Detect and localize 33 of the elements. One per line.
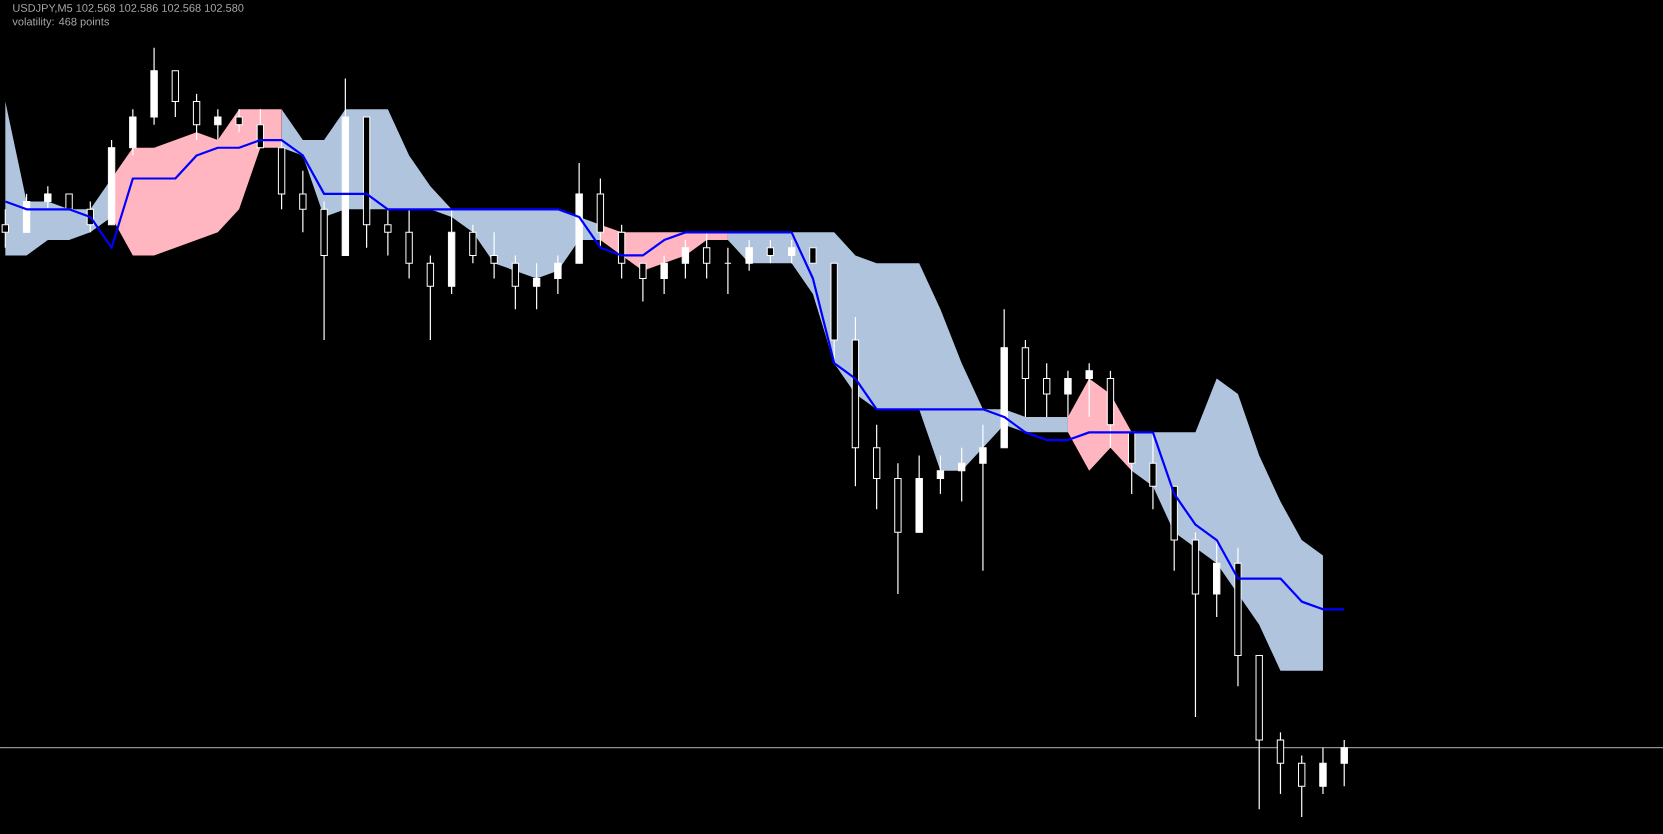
candlestick bbox=[1276, 731, 1285, 795]
candlestick bbox=[235, 108, 243, 133]
candlestick bbox=[681, 239, 690, 280]
candlestick bbox=[384, 208, 392, 257]
candlestick bbox=[1340, 739, 1348, 787]
candlestick bbox=[469, 224, 477, 264]
candlestick bbox=[979, 424, 987, 572]
candlestick bbox=[511, 254, 520, 310]
candlestick bbox=[724, 247, 732, 295]
candlestick bbox=[299, 170, 307, 233]
candlestick bbox=[957, 447, 966, 503]
candlestick bbox=[1085, 362, 1093, 418]
candlestick bbox=[426, 254, 435, 341]
candlestick bbox=[532, 262, 541, 310]
candlestick bbox=[702, 231, 711, 280]
chart-subtitle: volatility: 468 points bbox=[12, 17, 109, 28]
candlestick bbox=[1298, 754, 1306, 818]
candlestick bbox=[1064, 370, 1072, 418]
candlestick bbox=[1149, 431, 1157, 510]
candlestick bbox=[787, 239, 796, 264]
candlestick bbox=[766, 239, 775, 264]
candlestick bbox=[639, 262, 647, 303]
candlestick bbox=[554, 254, 562, 295]
candlestick bbox=[1319, 747, 1327, 795]
candlestick bbox=[1043, 362, 1051, 418]
candlestick bbox=[660, 254, 668, 295]
candlestick bbox=[214, 108, 222, 141]
chart-title: USDJPY,M5 102.568 102.586 102.568 102.580 bbox=[13, 4, 244, 14]
candlestick bbox=[936, 454, 945, 495]
candlestick bbox=[745, 239, 753, 272]
candlestick bbox=[490, 231, 498, 280]
candlestick bbox=[192, 93, 201, 141]
candlestick bbox=[44, 185, 52, 210]
